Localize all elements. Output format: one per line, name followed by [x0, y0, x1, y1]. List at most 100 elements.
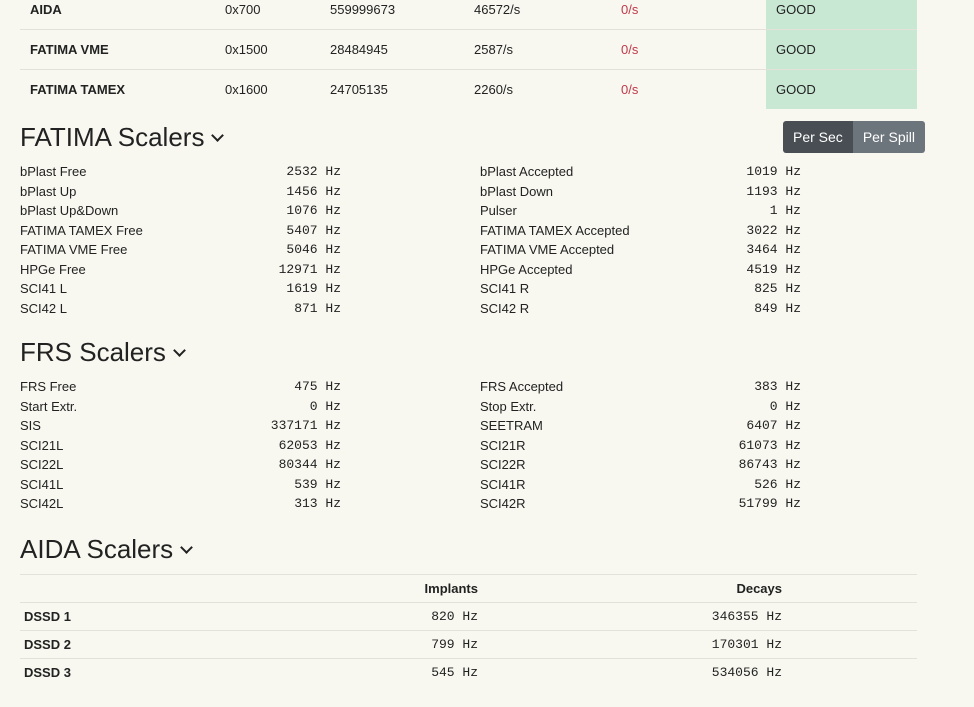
scaler-row: bPlast Free 2532 Hz	[20, 162, 341, 182]
implants-header: Implants	[324, 574, 478, 603]
scaler-row: SIS 337171 Hz	[20, 416, 341, 436]
decays-rate: 170301 Hz	[478, 630, 782, 659]
decays-rate: 534056 Hz	[711, 665, 782, 680]
scaler-label: SCI42R	[480, 496, 526, 511]
status-badge: GOOD	[766, 29, 917, 70]
event-count: 559999673	[330, 0, 474, 30]
row-spacer	[782, 602, 917, 631]
scaler-label: SCI42L	[20, 496, 64, 511]
subsystem-name: FATIMA TAMEX	[30, 82, 126, 97]
scaler-label: SIS	[20, 418, 41, 433]
scaler-value: 2532 Hz	[286, 164, 341, 179]
per-spill-button[interactable]: Per Spill	[852, 121, 925, 153]
scaler-row: SCI41R 526 Hz	[480, 475, 801, 495]
scaler-row: HPGe Accepted 4519 Hz	[480, 260, 801, 280]
table-row: FATIMA VME 0x1500 28484945 2587/s 0/s GO…	[20, 29, 917, 70]
dssd-name: DSSD 3	[24, 665, 71, 680]
scaler-value: 475 Hz	[294, 379, 341, 394]
scaler-value: 3022 Hz	[746, 222, 801, 238]
scaler-row: FRS Accepted 383 Hz	[480, 377, 801, 397]
subsystem-name: FATIMA VME	[20, 29, 225, 70]
scaler-row: bPlast Down 1193 Hz	[480, 182, 801, 202]
scaler-value: 539 Hz	[294, 476, 341, 492]
subsystem-id: 0x1600	[225, 82, 268, 97]
implants-rate: 820 Hz	[324, 602, 478, 631]
scaler-value: 383 Hz	[754, 379, 801, 394]
error-rate: 0/s	[621, 29, 766, 70]
scaler-value: 6407 Hz	[746, 418, 801, 433]
frs-scalers-heading[interactable]: FRS Scalers	[20, 337, 186, 367]
decays-rate: 346355 Hz	[478, 602, 782, 631]
row-spacer	[782, 630, 917, 659]
per-sec-button[interactable]: Per Sec	[783, 121, 853, 153]
status-table: AIDA 0x700 559999673 46572/s 0/s GOOD FA…	[20, 0, 917, 109]
scaler-row: SCI21L 62053 Hz	[20, 436, 341, 456]
event-rate: 2260/s	[474, 82, 514, 97]
dssd-name: DSSD 2	[20, 630, 324, 659]
event-rate: 46572/s	[474, 0, 621, 30]
subsystem-name: AIDA	[20, 0, 225, 30]
scaler-value: 337171 Hz	[270, 418, 341, 433]
rate-mode-toggle: Per Sec Per Spill	[783, 121, 925, 153]
scaler-label: SCI42 R	[480, 300, 530, 316]
scaler-value: 86743 Hz	[738, 457, 801, 472]
error-rate: 0/s	[621, 82, 639, 97]
scaler-label: SCI41R	[480, 476, 526, 492]
scaler-label: SCI41 R	[480, 281, 530, 296]
scaler-label: FRS Accepted	[480, 379, 564, 394]
table-header-row: Implants Decays	[20, 574, 917, 603]
scaler-value: 4519 Hz	[746, 261, 801, 277]
scaler-label: HPGe Accepted	[480, 261, 573, 277]
scaler-row: SCI21R 61073 Hz	[480, 436, 801, 456]
scaler-value: 1193 Hz	[746, 183, 801, 199]
scaler-value: 1619 Hz	[286, 281, 341, 296]
aida-scalers-table: Implants Decays DSSD 1 820 Hz 346355 Hz …	[20, 574, 917, 686]
subsystem-id: 0x700	[225, 0, 330, 30]
event-rate: 2587/s	[474, 29, 621, 70]
status-badge: GOOD	[766, 0, 917, 30]
scaler-row: Pulser 1 Hz	[480, 201, 801, 221]
scaler-row: SCI41L 539 Hz	[20, 475, 341, 495]
scaler-label: SCI22L	[20, 457, 64, 472]
chevron-down-icon	[173, 344, 186, 357]
aida-scalers-heading[interactable]: AIDA Scalers	[20, 534, 194, 564]
scaler-row: bPlast Up&Down 1076 Hz	[20, 201, 341, 221]
scaler-row: FATIMA TAMEX Free 5407 Hz	[20, 221, 341, 241]
scaler-value: 80344 Hz	[278, 457, 341, 472]
section-title-text: FATIMA Scalers	[20, 122, 205, 152]
scaler-label: SCI42 L	[20, 300, 67, 316]
scaler-value: 0 Hz	[769, 398, 801, 414]
scaler-value: 871 Hz	[294, 300, 341, 316]
decays-header: Decays	[478, 574, 782, 603]
scaler-value: 1 Hz	[769, 203, 801, 218]
scaler-row: SCI42 L 871 Hz	[20, 299, 341, 319]
scaler-value: 849 Hz	[754, 300, 801, 316]
scaler-row: SCI41 L 1619 Hz	[20, 279, 341, 299]
scaler-label: SCI41 L	[20, 281, 67, 296]
scaler-label: FATIMA TAMEX Accepted	[480, 222, 630, 238]
fatima-scalers-heading[interactable]: FATIMA Scalers	[20, 122, 225, 152]
scaler-row: SCI42L 313 Hz	[20, 494, 341, 514]
scaler-label: Start Extr.	[20, 398, 78, 414]
table-row: DSSD 2 799 Hz 170301 Hz	[20, 630, 917, 659]
scaler-label: FATIMA VME Accepted	[480, 242, 615, 257]
scaler-row: SCI42R 51799 Hz	[480, 494, 801, 514]
scaler-label: Stop Extr.	[480, 398, 537, 414]
scaler-label: bPlast Up	[20, 183, 77, 199]
status-badge: GOOD	[766, 69, 917, 109]
chevron-down-icon	[211, 129, 225, 142]
row-spacer	[782, 659, 917, 687]
scaler-row: SCI22R 86743 Hz	[480, 455, 801, 475]
scaler-row: HPGe Free 12971 Hz	[20, 260, 341, 280]
subsystem-id: 0x1500	[225, 29, 330, 70]
scaler-label: Pulser	[480, 203, 517, 218]
table-row: DSSD 3 545 Hz 534056 Hz	[20, 659, 917, 687]
section-title-text: FRS Scalers	[20, 337, 166, 367]
scaler-value: 0 Hz	[309, 398, 341, 414]
chevron-down-icon	[180, 541, 194, 554]
scaler-value: 61073 Hz	[738, 437, 801, 453]
scaler-label: bPlast Accepted	[480, 164, 574, 179]
scaler-value: 5046 Hz	[286, 242, 341, 257]
scaler-row: Stop Extr. 0 Hz	[480, 397, 801, 417]
